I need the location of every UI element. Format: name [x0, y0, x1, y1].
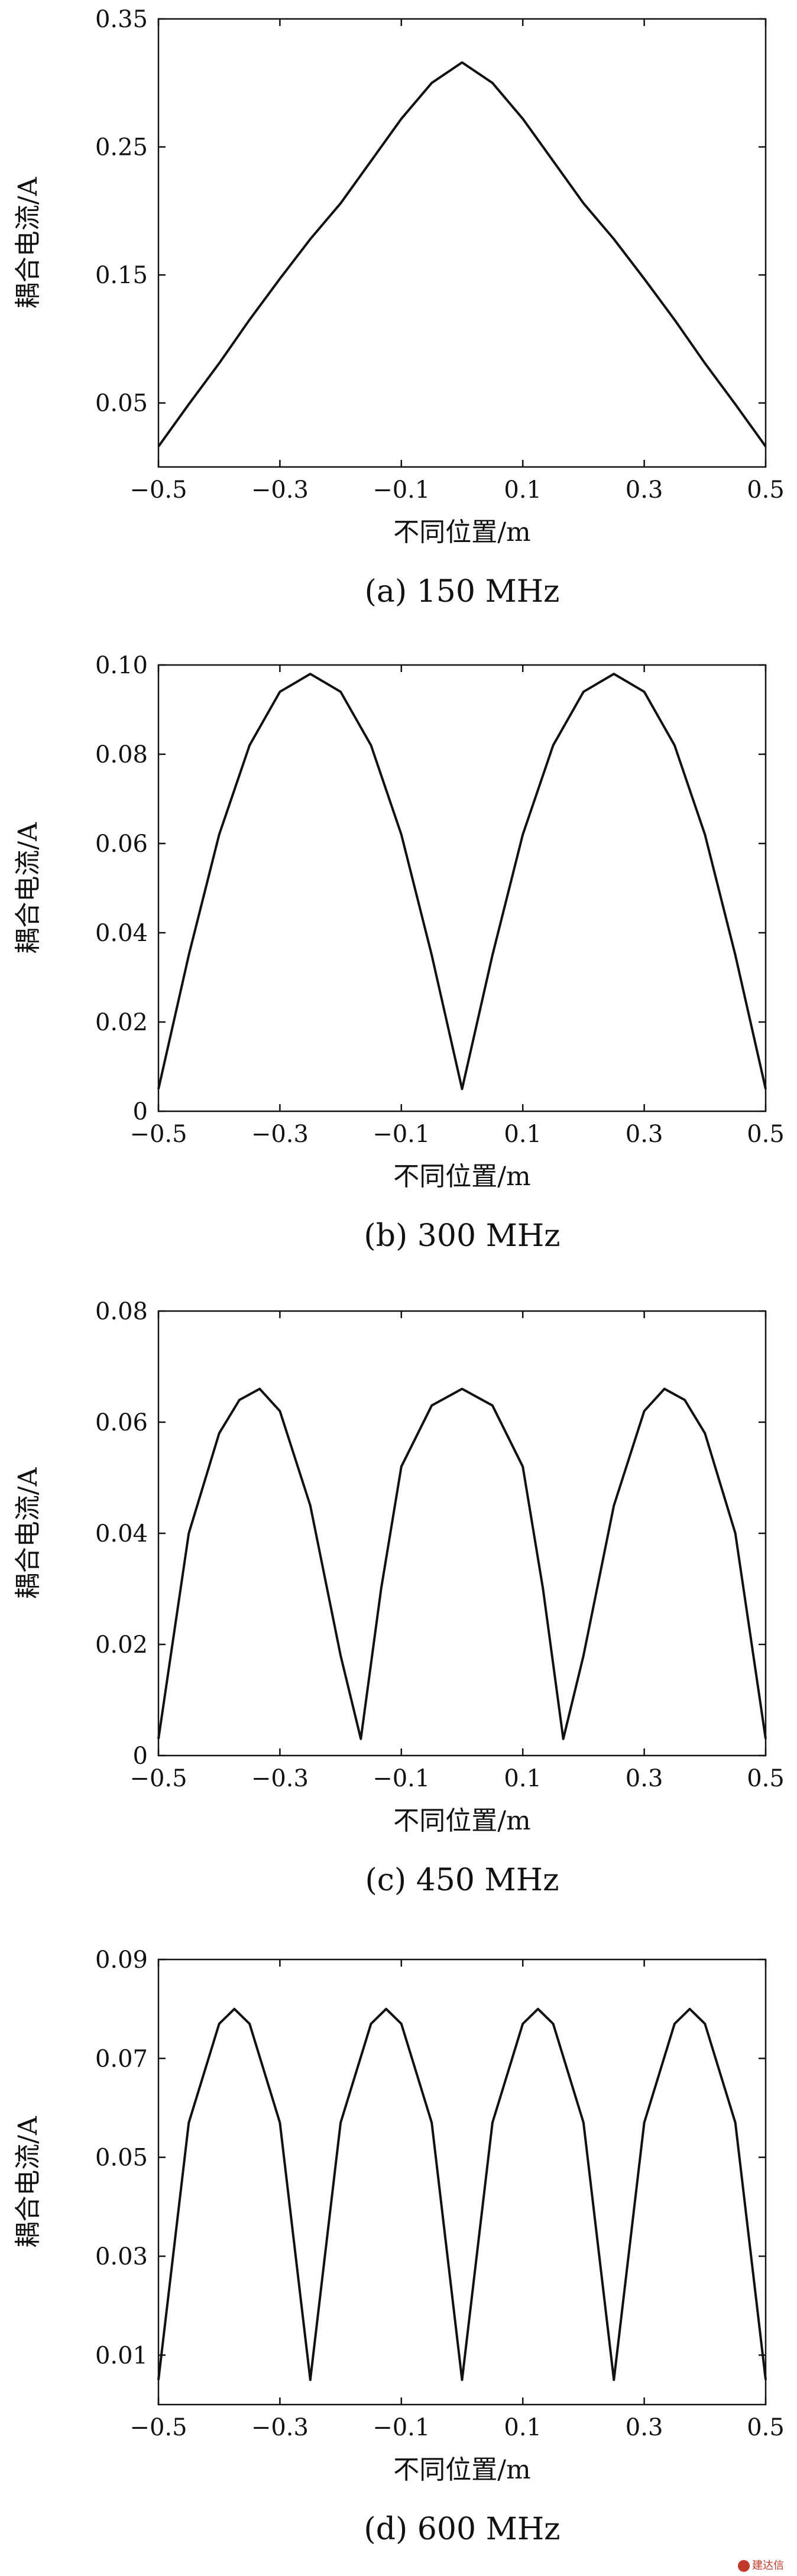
x-tick-label: −0.3: [251, 1765, 309, 1792]
y-tick-label: 0.09: [95, 1946, 148, 1974]
y-tick-label: 0.02: [95, 1631, 148, 1659]
x-axis-label: 不同位置/m: [393, 1806, 531, 1836]
x-tick-label: −0.5: [129, 1765, 187, 1792]
y-tick-label: 0.10: [95, 652, 148, 679]
y-tick-label: 0.08: [95, 1298, 148, 1325]
y-tick-label: 0.02: [95, 1009, 148, 1036]
plot-frame: [157, 664, 767, 1112]
x-tick-label: −0.5: [129, 1121, 187, 1148]
x-tick-label: 0.5: [747, 1765, 785, 1792]
x-tick-label: −0.1: [372, 1121, 430, 1148]
watermark: 建达信: [738, 2557, 792, 2572]
x-tick-label: −0.3: [251, 1121, 309, 1148]
watermark-text: 建达信: [752, 2559, 784, 2572]
y-tick-label: 0: [133, 1098, 148, 1125]
y-tick-label: 0.06: [95, 1409, 148, 1436]
y-tick-label: 0.03: [95, 2243, 148, 2270]
y-tick-label: 0.04: [95, 920, 148, 947]
y-axis-label: 耦合电流/A: [13, 2116, 43, 2248]
x-tick-label: 0.3: [626, 476, 663, 504]
y-axis-label: 耦合电流/A: [13, 176, 43, 309]
x-tick-label: −0.3: [251, 2414, 309, 2441]
panel-caption: (b) 300 MHz: [364, 1218, 560, 1254]
y-tick-label: 0.15: [95, 262, 148, 289]
y-axis-label: 耦合电流/A: [13, 1467, 43, 1599]
x-tick-label: −0.5: [129, 2414, 187, 2441]
panel-caption: (c) 450 MHz: [365, 1863, 559, 1898]
x-tick-label: 0.1: [504, 2414, 542, 2441]
x-tick-label: 0.1: [504, 1765, 542, 1792]
plot-frame: [157, 1310, 767, 1757]
y-tick-label: 0.08: [95, 741, 148, 768]
series-line: [157, 2007, 767, 2382]
x-tick-label: 0.1: [504, 1121, 542, 1148]
x-tick-label: 0.5: [747, 476, 785, 504]
x-tick-label: 0.3: [626, 2414, 663, 2441]
y-tick-label: 0: [133, 1743, 148, 1770]
x-tick-label: 0.5: [747, 2414, 785, 2441]
x-tick-label: −0.5: [129, 476, 187, 504]
x-tick-label: 0.1: [504, 476, 542, 504]
x-tick-label: −0.1: [372, 1765, 430, 1792]
x-tick-label: −0.1: [372, 2414, 430, 2441]
y-tick-label: 0.07: [95, 2045, 148, 2072]
y-tick-label: 0.06: [95, 830, 148, 858]
x-axis-label: 不同位置/m: [393, 2455, 531, 2485]
watermark-logo-icon: [738, 2560, 750, 2572]
y-tick-label: 0.35: [95, 6, 148, 33]
y-tick-label: 0.01: [95, 2342, 148, 2369]
y-axis-label: 耦合电流/A: [13, 822, 43, 954]
y-tick-label: 0.25: [95, 134, 148, 161]
y-tick-label: 0.05: [95, 390, 148, 417]
plot-frame: [157, 18, 767, 468]
x-axis-label: 不同位置/m: [393, 517, 531, 547]
x-tick-label: −0.1: [372, 476, 430, 504]
x-tick-label: 0.3: [626, 1765, 663, 1792]
series-line: [157, 673, 767, 1091]
panel-caption: (d) 600 MHz: [364, 2512, 560, 2547]
plot-frame: [157, 1958, 767, 2406]
series-line: [157, 61, 767, 447]
y-tick-label: 0.05: [95, 2144, 148, 2172]
x-tick-label: −0.3: [251, 476, 309, 504]
series-line: [157, 1387, 767, 1740]
x-tick-label: 0.5: [747, 1121, 785, 1148]
x-tick-label: 0.3: [626, 1121, 663, 1148]
panel-caption: (a) 150 MHz: [365, 574, 560, 609]
y-tick-label: 0.04: [95, 1520, 148, 1547]
x-axis-label: 不同位置/m: [393, 1162, 531, 1192]
